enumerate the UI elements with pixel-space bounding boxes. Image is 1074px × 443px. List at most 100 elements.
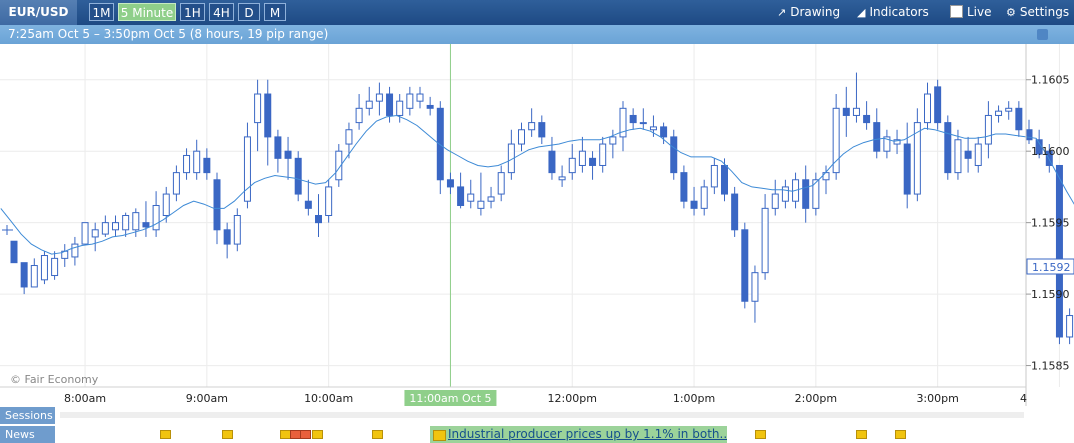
moving-average-line: [0, 114, 1074, 255]
news-flag-icon[interactable]: [856, 430, 867, 439]
candle-bull: [995, 110, 1003, 116]
crosshair-time-bg: [404, 390, 497, 406]
candle-bull: [568, 157, 576, 174]
live-label: Live: [967, 5, 992, 19]
candle-bull: [781, 186, 789, 202]
live-toggle[interactable]: Live: [950, 0, 992, 25]
candle-bear: [426, 104, 434, 109]
candle-bull: [1066, 315, 1074, 338]
candle-bear: [457, 186, 465, 206]
candle-bear: [589, 157, 597, 166]
candle-bull: [497, 172, 505, 195]
candle-bear: [284, 150, 292, 159]
candle-bull: [924, 93, 931, 124]
price-tick-label: 1.1585: [1031, 360, 1070, 373]
timeframe-1[interactable]: 1M: [89, 3, 114, 21]
candle-bull: [751, 272, 759, 302]
settings-button[interactable]: ⚙ Settings: [1006, 0, 1069, 25]
candle-bull: [467, 193, 475, 202]
candle-bull: [487, 196, 495, 202]
candle-bear: [690, 200, 698, 209]
candle-bull: [81, 222, 89, 245]
time-tick-label: 4: [1020, 392, 1027, 405]
candle-bull: [183, 154, 191, 174]
timeframe-2[interactable]: 5 Minute: [118, 3, 176, 21]
candles: [10, 72, 1074, 345]
timeframe-3[interactable]: 1H: [180, 3, 205, 21]
toolbar: EUR/USD 1M 5 Minute 1H 4H D M ↗ Drawing ◢ Indic…: [0, 0, 1074, 25]
price-chart[interactable]: 1.1585 1.1590 1.1595 1.1600 1.1605 1.1592 8:…: [0, 44, 1074, 406]
news-flag-icon[interactable]: [160, 430, 171, 439]
drawing-icon: ↗: [777, 6, 787, 19]
candle-bear: [629, 114, 637, 124]
news-flag-icon: [433, 430, 446, 441]
timeframe-5[interactable]: D: [238, 3, 260, 21]
candle-bear: [903, 143, 911, 195]
candle-bear: [731, 193, 739, 231]
candle-bull: [101, 222, 109, 235]
candle-bull: [984, 114, 992, 145]
news-flag-icon[interactable]: [755, 430, 766, 439]
candle-bull: [578, 150, 586, 166]
candle-bear: [1015, 107, 1023, 131]
candle-bull: [710, 164, 718, 188]
news-label: News: [0, 426, 55, 443]
candle-bull: [609, 136, 617, 145]
resize-handle-icon[interactable]: [1037, 29, 1048, 40]
drawing-button[interactable]: ↗ Drawing: [777, 0, 840, 25]
candle-bull: [619, 107, 627, 138]
live-checkbox[interactable]: [950, 5, 963, 18]
candle-bull: [649, 126, 657, 131]
candle-bull: [954, 139, 962, 174]
time-tick-label: 8:00am: [64, 392, 106, 405]
candle-bear: [934, 86, 942, 124]
candle-bear: [294, 157, 302, 195]
time-axis: 8:00am 9:00am 10:00am 11:00am Oct 5 12:00pm 1…: [64, 390, 1027, 406]
candle-bear: [741, 229, 749, 302]
candle-bear: [660, 126, 668, 138]
candle-bull: [172, 172, 180, 195]
price-axis: 1.1585 1.1590 1.1595 1.1600 1.1605: [1026, 74, 1070, 373]
candle-bear: [873, 122, 881, 152]
news-flag-icon[interactable]: [300, 430, 311, 439]
candle-bull: [812, 179, 820, 209]
news-flag-icon[interactable]: [222, 430, 233, 439]
news-flag-icon[interactable]: [312, 430, 323, 439]
candle-bear: [802, 179, 810, 209]
news-flag-icon[interactable]: [895, 430, 906, 439]
candle-bull: [112, 222, 119, 231]
indicators-icon: ◢: [857, 6, 866, 19]
candle-bear: [223, 229, 231, 245]
timeframe-6[interactable]: M: [264, 3, 286, 21]
news-headline-text: Industrial producer prices up by 1.1% in…: [448, 427, 727, 441]
price-tick-label: 1.1600: [1031, 145, 1070, 158]
symbol-selector[interactable]: EUR/USD: [0, 0, 77, 25]
news-flag-icon[interactable]: [372, 430, 383, 439]
candle-bull: [528, 122, 536, 131]
candle-bear: [944, 122, 952, 174]
candle-bull: [822, 172, 830, 181]
candle-bear: [538, 122, 546, 138]
news-headline-link[interactable]: Industrial producer prices up by 1.1% in…: [430, 426, 727, 443]
candle-bull: [761, 207, 769, 274]
time-tick-label: 1:00pm: [673, 392, 715, 405]
candle-bull: [152, 204, 160, 231]
current-price-label: 1.1592: [1032, 261, 1071, 274]
candle-bull: [30, 265, 38, 288]
drawing-label: Drawing: [790, 5, 841, 19]
settings-label: Settings: [1019, 5, 1070, 19]
candle-bear: [670, 136, 678, 174]
candle-bull: [771, 193, 779, 209]
candle-bull: [1005, 107, 1013, 112]
candle-bear: [386, 93, 394, 116]
candle-bear: [863, 114, 871, 124]
candle-bear: [436, 107, 444, 181]
timeframe-4[interactable]: 4H: [209, 3, 234, 21]
candle-bear: [842, 107, 850, 116]
sessions-track: [60, 412, 1024, 418]
candle-bull: [132, 212, 140, 231]
indicators-button[interactable]: ◢ Indicators: [857, 0, 929, 25]
time-tick-label: 3:00pm: [916, 392, 958, 405]
price-tick-label: 1.1605: [1031, 74, 1070, 87]
candle-bull: [91, 229, 99, 238]
